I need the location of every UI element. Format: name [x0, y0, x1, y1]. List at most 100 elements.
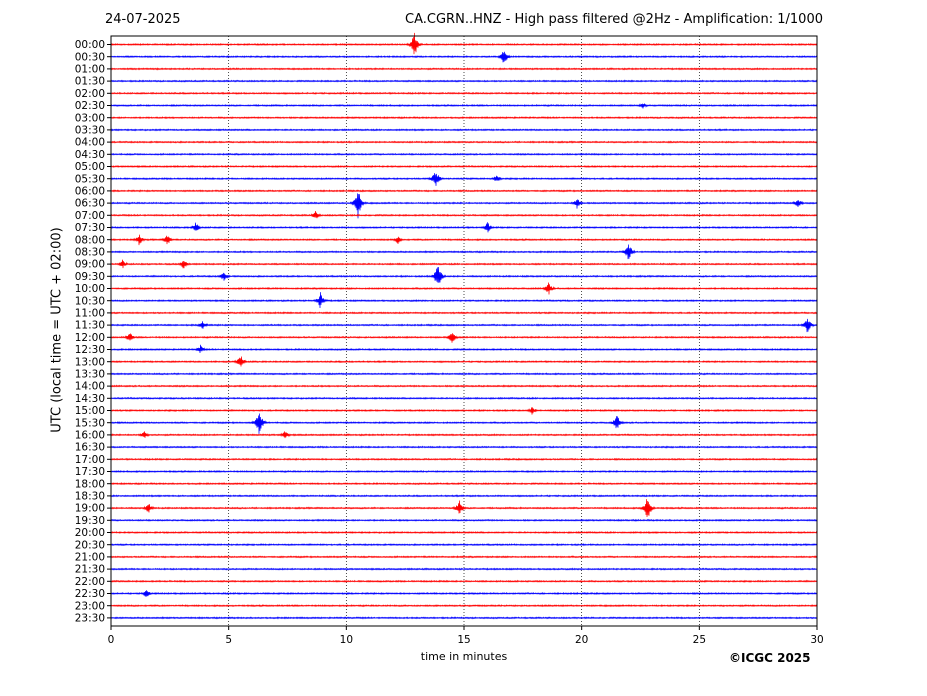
y-tick-label: 11:30: [75, 320, 105, 332]
y-tick-label: 13:30: [75, 369, 105, 381]
trace-blue: [110, 616, 818, 620]
grid-lines: [228, 36, 700, 626]
y-tick-label: 18:00: [75, 478, 105, 490]
trace-blue: [110, 413, 818, 434]
trace-red: [110, 333, 818, 343]
trace-blue: [110, 267, 818, 283]
y-tick-label: 01:30: [75, 76, 105, 88]
seismic-traces: [110, 32, 818, 620]
y-tick-labels: 00:0000:3001:0001:3002:0002:3003:0003:30…: [75, 39, 111, 625]
y-tick-label: 19:30: [75, 515, 105, 527]
chart-title: CA.CGRN..HNZ - High pass filtered @2Hz -…: [405, 12, 823, 27]
trace-blue: [110, 567, 818, 571]
trace-red: [110, 311, 818, 315]
trace-blue: [110, 51, 818, 63]
y-tick-label: 16:30: [75, 442, 105, 454]
y-tick-label: 06:00: [75, 186, 105, 198]
y-tick-label: 21:30: [75, 564, 105, 576]
trace-red: [110, 604, 818, 608]
trace-red: [110, 356, 818, 367]
trace-blue: [110, 494, 818, 498]
y-tick-label: 15:30: [75, 417, 105, 429]
trace-red: [110, 259, 818, 269]
trace-blue: [110, 445, 818, 449]
y-tick-label: 22:30: [75, 588, 105, 600]
trace-blue: [110, 244, 818, 260]
y-axis-label: UTC (local time = UTC + 02:00): [49, 227, 65, 433]
y-tick-label: 02:00: [75, 88, 105, 100]
trace-blue: [110, 193, 818, 219]
date-label: 24-07-2025: [105, 12, 181, 27]
trace-red: [110, 499, 818, 518]
y-tick-label: 12:00: [75, 332, 105, 344]
trace-red: [110, 431, 818, 439]
y-tick-label: 07:00: [75, 210, 105, 222]
y-tick-label: 11:00: [75, 308, 105, 320]
trace-red: [110, 91, 818, 96]
trace-red: [110, 210, 818, 219]
y-tick-label: 21:00: [75, 552, 105, 564]
y-tick-label: 19:00: [75, 503, 105, 515]
trace-red: [110, 164, 818, 169]
y-tick-label: 05:30: [75, 173, 105, 185]
copyright-label: ©ICGC 2025: [729, 651, 811, 665]
trace-blue: [110, 173, 818, 186]
y-tick-label: 04:30: [75, 149, 105, 161]
y-tick-label: 20:00: [75, 527, 105, 539]
y-tick-label: 16:00: [75, 430, 105, 442]
trace-red: [110, 457, 818, 462]
trace-blue: [110, 469, 818, 474]
trace-blue: [110, 542, 818, 547]
trace-blue: [110, 396, 818, 400]
trace-red: [110, 530, 818, 535]
x-tick-label: 5: [225, 634, 232, 646]
y-tick-label: 13:00: [75, 356, 105, 368]
x-tick-label: 20: [575, 634, 588, 646]
trace-blue: [110, 372, 818, 376]
trace-blue: [110, 590, 818, 597]
y-tick-label: 02:30: [75, 100, 105, 112]
trace-blue: [110, 518, 818, 523]
trace-red: [110, 140, 818, 144]
x-axis-label: time in minutes: [420, 650, 508, 663]
y-tick-label: 03:00: [75, 112, 105, 124]
x-tick-label: 0: [108, 634, 115, 646]
y-tick-label: 04:00: [75, 137, 105, 149]
x-tick-label: 25: [693, 634, 706, 646]
x-tick-label: 10: [340, 634, 353, 646]
trace-blue: [110, 128, 818, 132]
y-tick-label: 09:00: [75, 259, 105, 271]
y-tick-label: 10:30: [75, 295, 105, 307]
y-tick-label: 08:00: [75, 234, 105, 246]
y-tick-label: 12:30: [75, 344, 105, 356]
trace-red: [110, 555, 818, 559]
y-tick-label: 09:30: [75, 271, 105, 283]
x-tick-label: 15: [457, 634, 470, 646]
trace-red: [110, 579, 818, 583]
trace-red: [110, 482, 818, 486]
y-tick-label: 23:30: [75, 613, 105, 625]
y-tick-label: 15:00: [75, 405, 105, 417]
trace-red: [110, 282, 818, 295]
y-tick-label: 06:30: [75, 198, 105, 210]
y-tick-label: 05:00: [75, 161, 105, 173]
y-tick-label: 07:30: [75, 222, 105, 234]
trace-red: [110, 234, 818, 246]
trace-blue: [110, 344, 818, 354]
trace-blue: [110, 292, 818, 308]
y-tick-label: 03:30: [75, 125, 105, 137]
y-tick-label: 17:00: [75, 454, 105, 466]
y-tick-label: 18:30: [75, 491, 105, 503]
trace-blue: [110, 79, 818, 83]
y-tick-label: 17:30: [75, 466, 105, 478]
trace-red: [110, 32, 818, 55]
y-tick-label: 14:00: [75, 381, 105, 393]
y-tick-label: 00:00: [75, 39, 105, 51]
y-tick-label: 08:30: [75, 247, 105, 259]
x-tick-label: 30: [810, 634, 823, 646]
trace-blue: [110, 222, 818, 233]
y-tick-label: 23:00: [75, 600, 105, 612]
x-tick-labels: 0 5 10 15 20 25 30: [108, 626, 824, 646]
trace-red: [110, 67, 818, 71]
